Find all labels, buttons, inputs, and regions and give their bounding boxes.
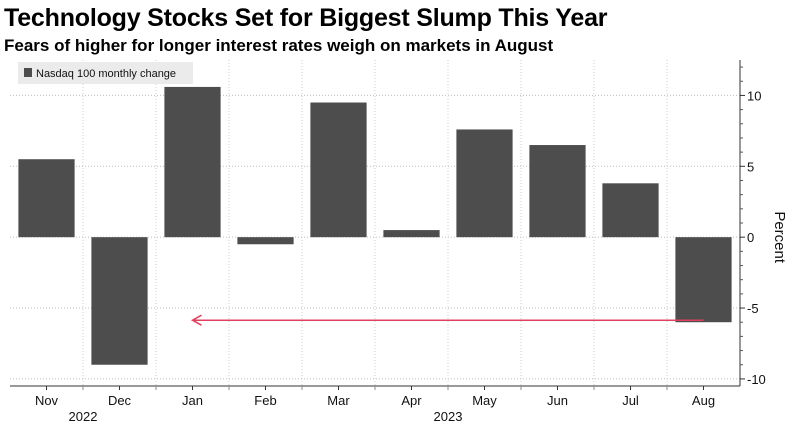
year-label: 2022 xyxy=(69,409,98,424)
y-tick-label: 5 xyxy=(747,159,754,174)
y-tick-label: -10 xyxy=(747,372,766,387)
y-tick-label: 10 xyxy=(747,88,761,103)
bar-dec xyxy=(91,237,148,365)
x-tick-label: Mar xyxy=(327,393,350,408)
x-tick-label: Feb xyxy=(254,393,276,408)
x-tick-label: Jul xyxy=(622,393,639,408)
bar-aug xyxy=(675,237,732,323)
x-tick-label: Apr xyxy=(401,393,422,408)
bar-jun xyxy=(529,145,586,238)
x-tick-label: May xyxy=(472,393,497,408)
y-tick-label: 0 xyxy=(747,230,754,245)
bar-jul xyxy=(602,183,659,238)
chart-title: Technology Stocks Set for Biggest Slump … xyxy=(4,4,608,32)
bar-may xyxy=(456,129,513,238)
year-label: 2023 xyxy=(434,409,463,424)
bar-apr xyxy=(383,230,440,238)
x-tick-label: Jun xyxy=(547,393,568,408)
bar-mar xyxy=(310,102,367,238)
legend-swatch xyxy=(24,68,32,77)
bar-jan xyxy=(164,86,221,238)
legend-box xyxy=(18,62,193,84)
annotation-arrowhead xyxy=(190,314,202,326)
bars-layer xyxy=(18,86,732,365)
x-tick-label: Dec xyxy=(108,393,132,408)
grid-layer xyxy=(10,60,740,386)
x-tick-label: Nov xyxy=(35,393,59,408)
axis-layer: Nov Dec Jan Feb Mar Apr May Jun Jul Aug 2022 2023 10… xyxy=(10,60,788,424)
x-tick-label: Aug xyxy=(692,393,715,408)
chart-subtitle: Fears of higher for longer interest rate… xyxy=(4,36,554,55)
annotation-layer xyxy=(190,314,704,326)
legend-layer: Nasdaq 100 monthly change xyxy=(18,62,193,84)
bar-nov xyxy=(18,159,75,238)
legend-label: Nasdaq 100 monthly change xyxy=(36,68,176,80)
y-tick-label: -5 xyxy=(747,301,759,316)
y-axis-label: Percent xyxy=(771,211,788,264)
x-tick-label: Jan xyxy=(182,393,203,408)
bar-feb xyxy=(237,237,294,245)
